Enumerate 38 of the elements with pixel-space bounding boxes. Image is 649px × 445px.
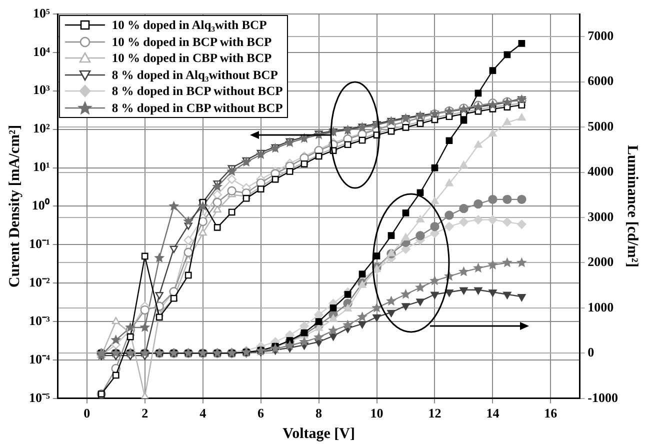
y-tick-label: 10⁻⁵ [28, 390, 50, 405]
legend-label: 8 % doped in Alq₃without BCP [112, 66, 278, 83]
y-tick-label: 10¹ [32, 159, 50, 174]
y2-tick-label: 0 [588, 344, 594, 360]
y2-tick-label: -1000 [588, 390, 618, 405]
x-tick-label: 14 [486, 406, 500, 421]
y-tick-label: 10² [32, 120, 50, 136]
y-tick-label: 10⁴ [32, 44, 50, 59]
y2-tick-label: 7000 [588, 28, 614, 43]
y2-axis-title: Luminance [cd/m²] [624, 144, 640, 268]
x-tick-label: 16 [544, 406, 558, 421]
legend-label: 8 % doped in CBP without BCP [112, 100, 283, 116]
y-tick-label: 10⁻¹ [28, 236, 50, 251]
y2-tick-label: 6000 [588, 73, 614, 88]
x-tick-label: 12 [428, 406, 442, 421]
x-tick-label: 0 [84, 406, 90, 421]
y-tick-label: 10⁵ [32, 5, 50, 20]
y-tick-label: 10⁻³ [28, 312, 50, 328]
y-tick-label: 10⁰ [32, 198, 50, 213]
y2-tick-label: 4000 [588, 164, 614, 179]
x-tick-label: 10 [370, 406, 384, 421]
x-tick-label: 6 [258, 406, 265, 421]
y2-tick-label: 3000 [588, 208, 614, 224]
x-tick-label: 8 [316, 406, 323, 421]
x-axis-title: Voltage [V] [282, 426, 355, 442]
legend-label: 8 % doped in BCP without BCP [112, 83, 283, 100]
legend-label: 10 % doped in BCP with BCP [112, 34, 272, 50]
y-tick-label: 10⁻⁴ [28, 351, 50, 366]
y2-tick-label: 5000 [588, 118, 614, 134]
y2-tick-label: 1000 [588, 299, 614, 314]
legend-label: 10 % doped in CBP with BCP [112, 50, 272, 66]
y-tick-label: 10³ [32, 82, 50, 98]
y2-tick-label: 2000 [588, 254, 614, 270]
y-axis-title: Curent Density [mA/cm²] [6, 124, 23, 288]
x-tick-label: 2 [142, 406, 148, 421]
y-tick-label: 10⁻² [28, 274, 50, 290]
legend-label: 10 % doped in Alq₃with BCP [112, 17, 267, 34]
x-tick-label: 4 [200, 406, 207, 421]
